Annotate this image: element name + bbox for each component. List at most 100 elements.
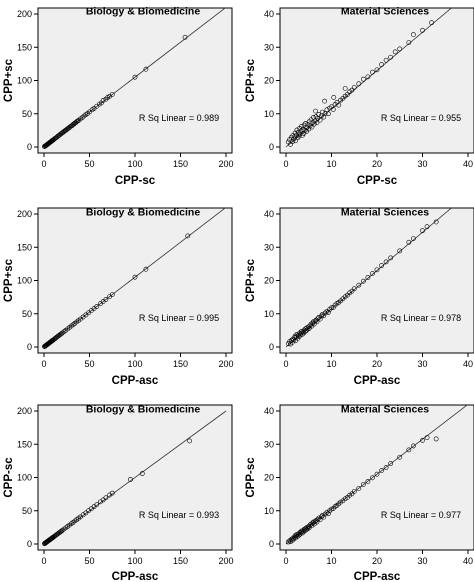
scatter-points: [42, 438, 192, 547]
scatter-point: [406, 447, 412, 453]
r-squared-label: R Sq Linear = 0.978: [381, 313, 461, 323]
scatter-point: [299, 331, 305, 337]
scatter-point: [374, 67, 380, 73]
scatter-point: [185, 233, 191, 239]
y-tick-label: 30: [264, 42, 274, 52]
y-tick-label: 30: [264, 242, 274, 252]
scatter-point: [365, 74, 371, 80]
scatter-point: [374, 267, 380, 273]
scatter-point: [420, 27, 425, 33]
x-tick-label: 10: [326, 359, 336, 369]
chart-title: Biology & Biomedicine: [86, 6, 201, 18]
scatter-point: [319, 514, 324, 520]
chart-panel-6: 0 10 20 30 40 0 10 20 30 40 R Sq Linear = 0.977 Mat…: [245, 404, 474, 582]
scatter-point: [429, 20, 434, 26]
scatter-point: [433, 436, 439, 442]
fit-line: [285, 8, 453, 148]
scatter-point: [388, 54, 394, 60]
scatter-point: [109, 292, 115, 297]
y-tick-label: 0: [27, 539, 32, 549]
scatter-point: [360, 482, 366, 487]
scatter-point: [316, 515, 322, 521]
r-squared-label: R Sq Linear = 0.989: [139, 113, 219, 123]
x-tick-label: 0: [283, 556, 288, 566]
scatter-point: [314, 519, 320, 525]
y-tick-label: 40: [264, 209, 274, 219]
scatter-point: [397, 46, 403, 52]
r-squared-label: R Sq Linear = 0.995: [139, 313, 219, 323]
x-tick-label: 20: [372, 359, 382, 369]
plot-area: [37, 207, 233, 354]
scatter-point: [324, 510, 330, 515]
y-tick-label: 200: [17, 406, 32, 416]
scatter-points: [42, 34, 188, 150]
x-tick-label: 40: [463, 359, 473, 369]
chart-title: Material Sciences: [341, 207, 429, 219]
x-axis-label: CPP-asc: [112, 375, 159, 387]
chart-title: Material Sciences: [341, 6, 429, 18]
scatter-point: [370, 271, 375, 276]
x-tick-label: 200: [218, 359, 233, 369]
scatter-point: [410, 236, 416, 242]
scatter-point: [139, 471, 145, 476]
y-tick-label: 100: [17, 76, 32, 86]
scatter-point: [103, 297, 109, 302]
x-tick-label: 50: [84, 159, 94, 169]
scatter-point: [424, 435, 430, 440]
x-axis-label: CPP-sc: [357, 175, 398, 187]
scatter-point: [397, 454, 403, 460]
x-axis-label: CPP-sc: [115, 175, 156, 187]
scatter-point: [311, 121, 317, 127]
x-axis-label: CPP-asc: [354, 571, 401, 582]
scatter-point: [297, 131, 303, 137]
scatter-point: [338, 499, 343, 505]
chart-panel-3: 0 50 100 150 200 0 50 100 150 200 R Sq Linear = 0.…: [3, 207, 234, 387]
x-tick-label: 30: [417, 556, 427, 566]
x-tick-label: 10: [326, 556, 336, 566]
chart-title: Biology & Biomedicine: [86, 404, 201, 416]
scatter-point: [311, 321, 317, 327]
scatter-point: [388, 255, 394, 261]
scatter-point: [305, 526, 311, 532]
scatter-point: [410, 443, 416, 449]
x-axis-label: CPP-asc: [354, 375, 401, 387]
r-squared-label: R Sq Linear = 0.977: [381, 510, 461, 520]
y-tick-label: 10: [264, 309, 274, 319]
y-tick-label: 10: [264, 109, 274, 119]
scatter-point: [299, 123, 304, 129]
scatter-point: [347, 492, 353, 498]
scatter-point: [316, 315, 322, 320]
scatter-point: [410, 32, 416, 38]
y-tick-label: 0: [27, 142, 32, 152]
r-squared-label: R Sq Linear = 0.955: [381, 113, 461, 123]
scatter-point: [330, 107, 336, 112]
y-tick-label: 50: [22, 109, 32, 119]
scatter-point: [285, 539, 291, 545]
scatter-point: [182, 34, 188, 40]
y-tick-label: 20: [264, 76, 274, 86]
y-tick-label: 20: [264, 473, 274, 483]
y-tick-label: 150: [17, 242, 32, 252]
chart-title: Biology & Biomedicine: [86, 207, 201, 219]
scatter-point: [315, 316, 321, 322]
scatter-point: [306, 325, 312, 331]
scatter-point: [424, 224, 430, 230]
scatter-point: [301, 330, 307, 336]
x-tick-label: 30: [417, 359, 427, 369]
scatter-point: [309, 124, 315, 130]
scatter-point: [321, 313, 327, 319]
y-tick-label: 150: [17, 439, 32, 449]
scatter-point: [143, 66, 149, 72]
y-tick-label: 0: [269, 539, 274, 549]
scatter-point: [342, 496, 348, 502]
scatter-point: [317, 117, 323, 123]
x-tick-label: 200: [218, 556, 233, 566]
scatter-point: [300, 528, 306, 534]
scatter-point: [289, 139, 295, 145]
scatter-point: [103, 495, 109, 501]
scatter-point: [374, 471, 380, 477]
y-tick-label: 40: [264, 406, 274, 416]
scatter-point: [289, 537, 295, 543]
plot-area: [279, 207, 474, 354]
